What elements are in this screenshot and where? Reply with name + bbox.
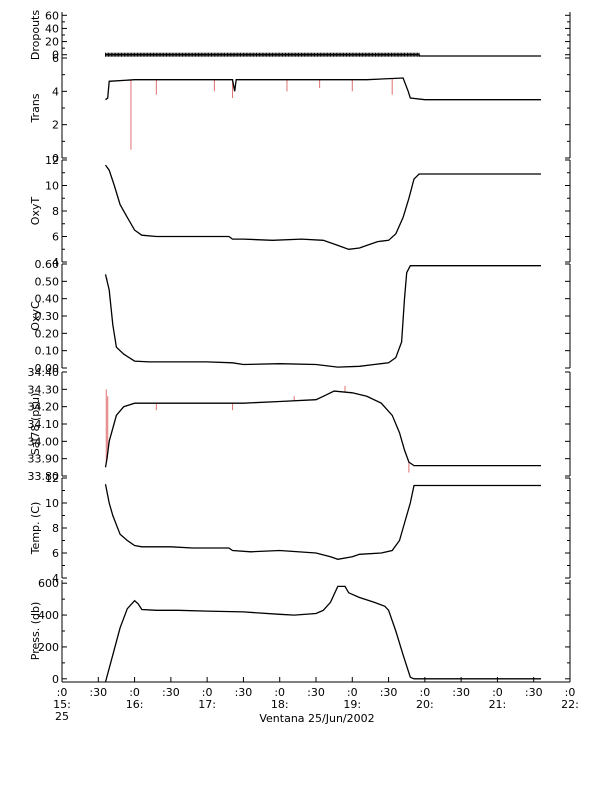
press-series-line: [104, 585, 541, 683]
x-tick-label: :30: [162, 686, 180, 699]
x-tick-label: :30: [307, 686, 325, 699]
temp-ytick-label: 8: [52, 522, 59, 535]
oxyt-ytick-label: 10: [45, 180, 59, 193]
x-tick-label: :30: [89, 686, 107, 699]
oxyc-series-line: [104, 265, 541, 368]
press-ytick-label: 0: [52, 673, 59, 686]
x-tick-label: :0: [492, 686, 503, 699]
x-tick-label: :30: [525, 686, 543, 699]
sal78-ytick-label: 34.00: [28, 435, 60, 448]
temp-ytick-label: 4: [52, 572, 59, 585]
dropouts-ytick-label: 40: [45, 22, 59, 35]
oxyt-ytick-label: 12: [45, 154, 59, 167]
panel-oxyc: 0.00 0.10 0.20 0.30 0.40 0.50 0.60 OxyC: [29, 258, 571, 375]
sal78-ytick-label: 33.80: [28, 470, 60, 483]
trans-ytick-label: 2: [52, 119, 59, 132]
oxyc-ytick-label: 0.20: [35, 327, 60, 340]
sal78-ylabel: Sal78 (psu): [29, 393, 42, 456]
x-tick-label: 19:: [343, 698, 361, 711]
oxyc-ytick-label: 0.30: [35, 310, 60, 323]
x-tick-label: 22:: [561, 698, 579, 711]
temp-series-line: [104, 484, 541, 560]
dropouts-ytick-label: 60: [45, 9, 59, 22]
x-tick-label: 18:: [271, 698, 289, 711]
temp-ytick-label: 10: [45, 497, 59, 510]
panel-sal78: 33.80 33.90 34.00 34.10 34.20 34.30 34.40 Sal78…: [28, 366, 571, 483]
sal78-ytick-label: 34.40: [28, 366, 60, 379]
dropouts-ytick-label: 20: [45, 36, 59, 49]
oxyc-ytick-label: 0.00: [35, 362, 60, 375]
sal78-ytick-label: 34.20: [28, 401, 60, 414]
panel-press: 0 200 400 600 Press. (db): [29, 577, 571, 686]
trans-ytick-label: 6: [52, 52, 59, 65]
x-tick-label: :0: [57, 686, 68, 699]
oxyt-ytick-label: 6: [52, 231, 59, 244]
chart-caption: Ventana 25/Jun/2002: [259, 712, 374, 725]
x-tick-label: 25: [55, 710, 69, 723]
x-tick-label: :30: [452, 686, 470, 699]
x-tick-label: :0: [565, 686, 576, 699]
x-tick-label: 20:: [416, 698, 434, 711]
oxyc-ytick-label: 0.50: [35, 275, 60, 288]
trans-ytick-label: 4: [52, 85, 59, 98]
temp-ytick-label: 12: [45, 472, 59, 485]
x-tick-label: :0: [419, 686, 430, 699]
x-tick-label: :0: [274, 686, 285, 699]
x-tick-label: :0: [347, 686, 358, 699]
oxyc-ytick-label: 0.60: [35, 258, 60, 271]
x-tick-label: :0: [202, 686, 213, 699]
oxyt-ylabel: OxyT: [29, 197, 42, 226]
x-tick-label: 17:: [198, 698, 216, 711]
press-ytick-label: 600: [38, 577, 59, 590]
temp-ytick-label: 6: [52, 547, 59, 560]
x-tick-label: 16:: [126, 698, 144, 711]
x-tick-label: 21:: [489, 698, 507, 711]
panel-oxyt: 4 6 8 10 12 OxyT: [29, 154, 571, 269]
press-ytick-label: 400: [38, 609, 59, 622]
panel-trans: 0 2 4 6 Trans: [29, 52, 571, 165]
oxyc-ylabel: OxyC: [29, 301, 42, 331]
press-ylabel: Press. (db): [29, 602, 42, 661]
sal78-series-line: [104, 390, 541, 468]
x-tick-label: :30: [380, 686, 398, 699]
x-tick-label: 15:: [53, 698, 71, 711]
x-tick-label: :0: [129, 686, 140, 699]
trans-ylabel: Trans: [29, 93, 42, 123]
oxyc-ytick-label: 0.40: [35, 293, 60, 306]
oxyc-ytick-label: 0.10: [35, 345, 60, 358]
trans-series-line: [105, 77, 541, 101]
oxyt-ytick-label: 8: [52, 205, 59, 218]
sal78-ytick-label: 33.90: [28, 453, 60, 466]
chart-panels: 0204060Dropouts0246Trans4681012OxyT0.000…: [28, 9, 571, 686]
dropouts-ylabel: Dropouts: [29, 10, 42, 60]
panel-temp: 4 6 8 10 12 Temp. (C): [29, 472, 571, 585]
x-tick-label: :30: [235, 686, 253, 699]
trans-ytick-label: 0: [52, 152, 59, 165]
x-axis: :015:25:30:016::30:017::30:018::30:019::…: [53, 677, 579, 723]
sal78-ytick-label: 34.10: [28, 418, 60, 431]
oxyt-series-line: [104, 164, 541, 250]
temp-ylabel: Temp. (C): [29, 502, 42, 556]
dropouts-ytick-label: 0: [52, 49, 59, 62]
sal78-ytick-label: 34.30: [28, 383, 60, 396]
press-ytick-label: 200: [38, 641, 59, 654]
oxyt-ytick-label: 4: [52, 256, 59, 269]
